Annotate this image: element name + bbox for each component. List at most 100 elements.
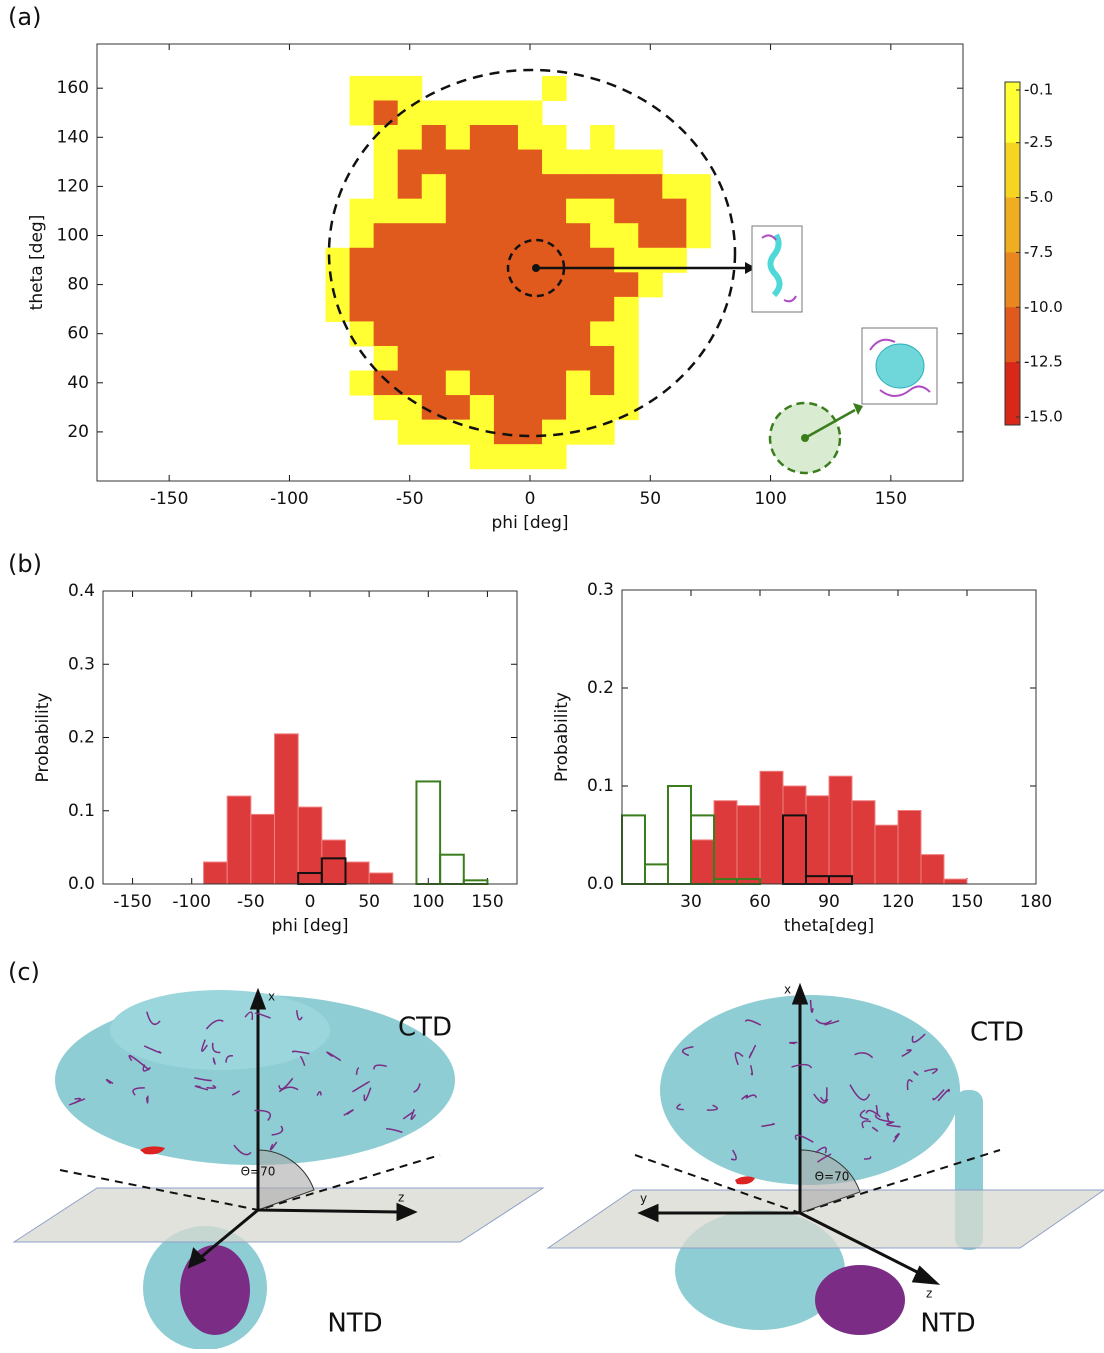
arrowhead xyxy=(745,262,756,274)
cell xyxy=(517,419,543,445)
cell xyxy=(517,100,543,126)
loop xyxy=(937,1088,950,1102)
ctd-blob xyxy=(110,990,330,1070)
cell xyxy=(590,272,615,298)
cell xyxy=(614,223,639,249)
cell xyxy=(542,345,567,372)
cell xyxy=(614,370,639,396)
cell xyxy=(662,198,687,224)
loop xyxy=(932,1089,945,1101)
cell xyxy=(493,272,519,298)
cell xyxy=(421,345,447,372)
loop xyxy=(788,1041,798,1045)
bar xyxy=(226,795,252,885)
axis-name: z xyxy=(926,1287,932,1301)
bar xyxy=(805,795,830,885)
cell xyxy=(566,370,591,396)
bar xyxy=(203,861,228,885)
colorbar-segment xyxy=(1005,197,1020,253)
cell xyxy=(373,174,399,200)
angle-label: Θ=70 xyxy=(815,1170,850,1184)
cell xyxy=(469,321,495,347)
cell xyxy=(421,296,447,322)
cell xyxy=(566,174,591,200)
loop xyxy=(859,1109,869,1121)
cell xyxy=(445,100,471,126)
cell xyxy=(421,100,447,126)
cell xyxy=(517,321,543,347)
cell xyxy=(349,75,375,101)
y-tick-label: 140 xyxy=(57,127,89,147)
cell xyxy=(373,345,399,372)
bar xyxy=(462,879,489,886)
cell xyxy=(421,370,447,396)
x-tick-label: 0 xyxy=(305,892,316,912)
cell xyxy=(469,272,495,298)
x-tick-label: 180 xyxy=(1020,892,1052,912)
arrow xyxy=(804,408,856,440)
cell xyxy=(517,444,543,470)
cell xyxy=(373,247,399,273)
cell xyxy=(397,370,423,396)
loop xyxy=(145,1095,149,1104)
x-axis-label: phi [deg] xyxy=(272,916,349,936)
cell xyxy=(493,345,519,372)
x-tick-label: -50 xyxy=(237,892,265,912)
cell xyxy=(373,125,399,151)
cell xyxy=(445,370,471,396)
panel-label: (c) xyxy=(8,958,40,986)
cell xyxy=(469,370,495,396)
cell xyxy=(421,247,447,273)
cell xyxy=(493,174,519,200)
loop xyxy=(326,1051,342,1062)
loop xyxy=(849,1084,871,1101)
loop xyxy=(815,1146,827,1154)
x-tick-label: 50 xyxy=(358,892,380,912)
colorbar-segment xyxy=(1005,307,1020,363)
loop xyxy=(205,1019,224,1030)
cell xyxy=(373,272,399,298)
x-tick-label: -150 xyxy=(150,489,189,509)
cell xyxy=(469,223,495,249)
ctd-label: CTD xyxy=(398,1013,452,1043)
cell xyxy=(493,419,519,445)
loop xyxy=(410,1109,417,1121)
loop xyxy=(824,1020,840,1026)
dot xyxy=(801,434,809,442)
cell xyxy=(349,223,375,249)
bar xyxy=(368,872,394,885)
bar xyxy=(759,770,784,885)
ctd-blob xyxy=(660,995,960,1185)
bar xyxy=(344,861,370,885)
loop xyxy=(278,1086,299,1093)
loop xyxy=(142,1064,151,1072)
bar xyxy=(667,785,692,885)
loop xyxy=(269,1141,278,1151)
angle-wedge xyxy=(799,1149,861,1214)
bar xyxy=(851,800,876,885)
cell xyxy=(590,174,615,200)
cell xyxy=(469,444,495,470)
cell xyxy=(445,125,471,151)
x-tick-label: -100 xyxy=(270,489,309,509)
cell xyxy=(349,296,375,322)
y-tick-label: 0.2 xyxy=(587,678,614,698)
loop xyxy=(343,1109,354,1117)
cell xyxy=(469,395,495,421)
cell xyxy=(445,198,471,224)
cell xyxy=(590,296,615,322)
cell xyxy=(373,395,399,421)
y-tick-label: 160 xyxy=(57,78,89,98)
ctd-label: CTD xyxy=(970,1018,1024,1048)
cell xyxy=(542,223,567,249)
cell xyxy=(614,345,639,372)
ntd-blob xyxy=(180,1245,250,1335)
cell xyxy=(662,223,687,249)
y-tick-label: 0.2 xyxy=(68,728,95,748)
cell xyxy=(445,272,471,298)
loop xyxy=(676,1103,684,1111)
cell xyxy=(590,419,615,445)
cell xyxy=(493,296,519,322)
cell xyxy=(349,198,375,224)
